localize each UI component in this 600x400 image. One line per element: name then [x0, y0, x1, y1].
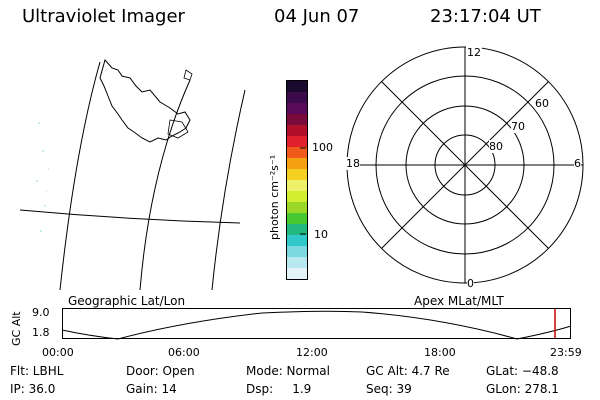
- colorbar-tick-10: 10: [314, 228, 328, 241]
- colorbar: [286, 80, 308, 280]
- timeline-x-tick-2359: 23:59: [550, 346, 582, 359]
- instrument-title: Ultraviolet Imager: [22, 6, 185, 27]
- colorbar-swatch: [287, 147, 307, 158]
- colorbar-swatch: [287, 268, 307, 279]
- glon-info: GLon: 278.1: [486, 382, 559, 396]
- colorbar-swatch: [287, 235, 307, 246]
- colorbar-swatch: [287, 81, 307, 92]
- colorbar-swatch: [287, 224, 307, 235]
- colorbar-ticks: [300, 147, 306, 235]
- polar-label-0: 0: [467, 277, 474, 290]
- time-label: 23:17:04 UT: [430, 6, 541, 27]
- colorbar-swatch: [287, 169, 307, 180]
- colorbar-swatch: [287, 158, 307, 169]
- timeline-y-tick-9: 9.0: [32, 306, 50, 319]
- colorbar-swatch: [287, 180, 307, 191]
- polar-label-6: 6: [574, 157, 581, 170]
- mode-info: Mode: Normal: [246, 364, 330, 378]
- colorbar-swatch: [287, 125, 307, 136]
- colorbar-swatch: [287, 103, 307, 114]
- gain-info: Gain: 14: [126, 382, 177, 396]
- dsp-info: Dsp: 1.9: [246, 382, 312, 396]
- colorbar-tick-100: 100: [312, 141, 333, 154]
- timeline-x-tick-0000: 00:00: [42, 346, 74, 359]
- colorbar-swatch: [287, 92, 307, 103]
- colorbar-swatch: [287, 257, 307, 268]
- timeline-y-tick-1.8: 1.8: [32, 326, 50, 339]
- colorbar-swatch: [287, 246, 307, 257]
- timeline-left-title: Geographic Lat/Lon: [68, 294, 186, 308]
- date-label: 04 Jun 07: [274, 6, 360, 27]
- geographic-map: [19, 58, 246, 291]
- door-info: Door: Open: [126, 364, 195, 378]
- glat-info: GLat: −48.8: [486, 364, 559, 378]
- colorbar-swatch: [287, 213, 307, 224]
- timeline-right-title: Apex MLat/MLT: [414, 294, 504, 308]
- colorbar-unit-label: photon cm⁻²s⁻¹: [268, 154, 281, 240]
- polar-plot: [346, 46, 584, 284]
- colorbar-swatch: [287, 191, 307, 202]
- timeline-x-tick-1200: 12:00: [296, 346, 328, 359]
- colorbar-swatch: [287, 136, 307, 147]
- timeline-x-tick-1800: 18:00: [424, 346, 456, 359]
- colorbar-swatch: [287, 114, 307, 125]
- filter-info: Flt: LBHL: [10, 364, 64, 378]
- timeline-y-axis-label: GC Alt: [10, 311, 23, 346]
- timeline-x-tick-0600: 06:00: [168, 346, 200, 359]
- ip-info: IP: 36.0: [10, 382, 56, 396]
- altitude-timeline: [61, 308, 572, 340]
- gc-alt-info: GC Alt: 4.7 Re: [366, 364, 450, 378]
- polar-ring-label-60: 60: [535, 97, 549, 110]
- polar-ring-label-70: 70: [511, 120, 525, 133]
- seq-info: Seq: 39: [366, 382, 412, 396]
- polar-label-12: 12: [466, 46, 482, 59]
- polar-ring-label-80: 80: [489, 140, 503, 153]
- colorbar-swatch: [287, 202, 307, 213]
- polar-label-18: 18: [346, 157, 360, 170]
